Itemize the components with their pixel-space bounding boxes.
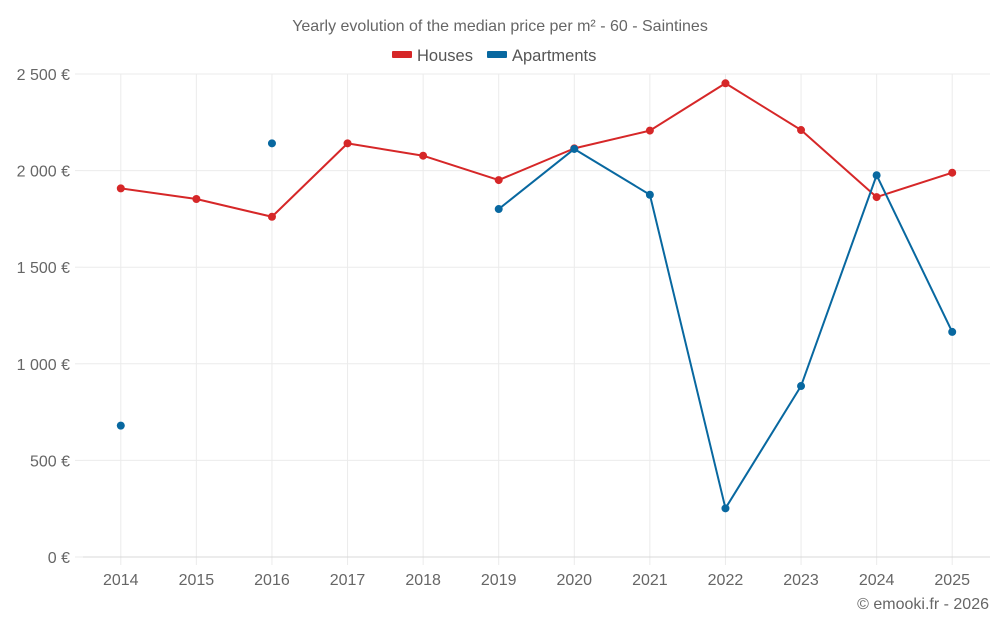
y-tick-label: 1 500 € (17, 260, 70, 277)
data-point-houses[interactable] (721, 79, 730, 88)
data-point-houses[interactable] (645, 126, 654, 135)
series-apartments (116, 139, 957, 513)
y-gridlines (75, 73, 990, 558)
legend-swatch-apartments (487, 51, 507, 58)
data-point-apartments[interactable] (948, 327, 957, 336)
legend: Houses Apartments (392, 47, 596, 65)
x-tick-label: 2023 (783, 572, 819, 589)
x-tick-label: 2018 (405, 572, 441, 589)
y-axis-labels: 0 € 500 € 1 000 € 1 500 € 2 000 € 2 500 € (17, 67, 70, 567)
series-layer (116, 79, 957, 513)
data-point-houses[interactable] (192, 195, 201, 204)
x-tick-label: 2025 (934, 572, 970, 589)
data-point-apartments[interactable] (570, 144, 579, 153)
data-point-houses[interactable] (872, 193, 881, 202)
data-point-houses[interactable] (797, 126, 806, 135)
x-tick-label: 2017 (330, 572, 366, 589)
data-point-apartments[interactable] (116, 421, 125, 430)
data-point-houses[interactable] (116, 184, 125, 193)
data-point-apartments[interactable] (797, 382, 806, 391)
data-point-apartments[interactable] (721, 504, 730, 513)
x-tick-label: 2016 (254, 572, 290, 589)
x-tick-label: 2024 (859, 572, 895, 589)
legend-label-apartments: Apartments (512, 47, 596, 65)
data-point-houses[interactable] (419, 151, 428, 160)
legend-item-houses[interactable]: Houses (392, 47, 473, 65)
x-tick-label: 2022 (708, 572, 744, 589)
y-tick-label: 500 € (30, 453, 70, 470)
x-tick-label: 2014 (103, 572, 139, 589)
x-axis-labels: 2014 2015 2016 2017 2018 2019 2020 2021 2022 2023… (103, 572, 970, 589)
legend-label-houses: Houses (417, 47, 473, 65)
credit-text: © emooki.fr - 2026 (857, 596, 989, 613)
data-point-houses[interactable] (494, 176, 503, 185)
y-tick-label: 1 000 € (17, 357, 70, 374)
data-point-apartments[interactable] (645, 190, 654, 199)
x-tick-label: 2015 (179, 572, 215, 589)
data-point-houses[interactable] (267, 212, 276, 221)
data-point-apartments[interactable] (267, 139, 276, 148)
series-houses (116, 79, 957, 221)
series-line-houses (120, 82, 953, 218)
y-tick-label: 2 500 € (17, 67, 70, 84)
x-tick-label: 2020 (556, 572, 592, 589)
data-point-houses[interactable] (948, 168, 957, 177)
data-point-apartments[interactable] (494, 205, 503, 214)
x-tick-label: 2019 (481, 572, 517, 589)
y-tick-label: 0 € (48, 550, 70, 567)
chart-title: Yearly evolution of the median price per… (292, 18, 708, 35)
legend-item-apartments[interactable]: Apartments (487, 47, 596, 65)
data-point-houses[interactable] (343, 139, 352, 148)
data-point-apartments[interactable] (872, 171, 881, 180)
x-gridlines (120, 74, 953, 565)
legend-swatch-houses (392, 51, 412, 58)
x-tick-label: 2021 (632, 572, 668, 589)
y-tick-label: 2 000 € (17, 164, 70, 181)
